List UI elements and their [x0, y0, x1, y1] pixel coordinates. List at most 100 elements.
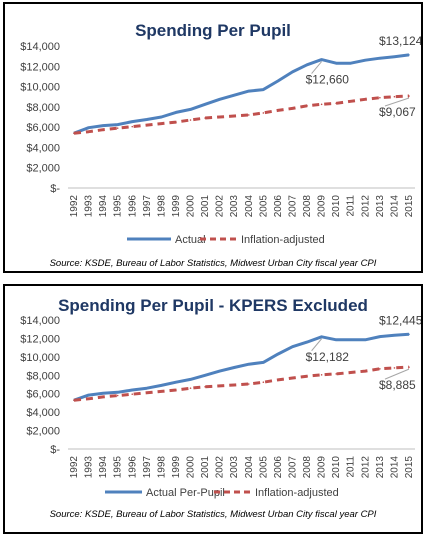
data-point: [349, 100, 352, 103]
x-tick-label: 2015: [404, 456, 415, 479]
x-tick-label: 2007: [287, 195, 298, 218]
y-tick-label: $8,000: [26, 102, 60, 114]
data-point: [131, 389, 134, 391]
data-point: [364, 339, 367, 341]
data-point: [277, 353, 279, 355]
chart-1: Spending Per Pupil $- $2,000 $4,000 $6,000 $8…: [20, 21, 421, 269]
data-label: $12,445: [379, 313, 421, 327]
x-tick-label: 2000: [186, 456, 197, 479]
data-point: [335, 373, 337, 375]
data-point: [218, 116, 221, 118]
legend-label-actual: Actual Per-Pupil: [146, 487, 225, 499]
data-point: [320, 335, 323, 338]
chart-source: Source: KSDE, Bureau of Labor Statistics…: [50, 509, 377, 520]
data-point: [102, 128, 104, 131]
data-point: [306, 63, 308, 66]
data-point: [291, 345, 294, 348]
data-point: [146, 124, 148, 126]
data-point: [146, 387, 148, 389]
data-point: [102, 392, 104, 395]
y-tick-label: $-: [50, 183, 60, 195]
chart-panel-2: Spending Per Pupil - KPERS Excluded $- $2,…: [3, 284, 423, 534]
y-tick-label: $14,000: [20, 41, 60, 53]
data-point: [160, 390, 163, 393]
data-point: [262, 381, 265, 383]
x-tick-label: 1995: [113, 456, 124, 479]
legend-label-inflation: Inflation-adjusted: [255, 487, 339, 499]
series-line-actual: [73, 53, 410, 135]
x-tick-label: 2010: [331, 456, 342, 479]
data-point: [364, 98, 367, 101]
data-point: [379, 57, 381, 59]
data-point: [393, 95, 396, 98]
x-tick-label: 2001: [200, 456, 211, 479]
chart-2: Spending Per Pupil - KPERS Excluded $- $2,…: [20, 296, 421, 520]
y-tick-label: $-: [50, 444, 60, 456]
data-point: [87, 130, 90, 133]
data-point: [189, 378, 192, 381]
data-point: [131, 120, 134, 123]
x-tick-label: 2001: [200, 195, 211, 218]
data-label: $13,124: [379, 34, 421, 48]
x-tick-label: 2007: [287, 456, 298, 479]
data-point: [102, 396, 104, 398]
data-point: [291, 107, 294, 110]
y-tick-label: $6,000: [26, 389, 60, 401]
x-tick-label: 1995: [113, 195, 124, 218]
x-tick-label: 1998: [156, 195, 167, 218]
data-point: [277, 109, 279, 112]
y-tick-label: $6,000: [26, 122, 60, 134]
data-point: [233, 115, 236, 117]
annotation-leader: [311, 338, 322, 352]
data-point: [349, 371, 352, 374]
chart-title: Spending Per Pupil - KPERS Excluded: [58, 296, 368, 315]
x-tick-label: 1993: [84, 195, 95, 218]
data-point: [262, 361, 265, 364]
annotation-leader: [311, 61, 322, 74]
x-tick-label: 2014: [389, 195, 400, 218]
data-point: [262, 88, 265, 91]
legend-label-actual: Actual: [175, 234, 206, 246]
data-point: [204, 103, 206, 106]
data-point: [87, 394, 90, 396]
data-point: [204, 374, 206, 377]
x-tick-label: 2004: [244, 456, 255, 479]
x-tick-label: 1994: [98, 195, 109, 218]
annotation-leader: [384, 368, 410, 380]
x-tick-label: 1999: [171, 195, 182, 218]
data-label: $9,067: [379, 105, 416, 119]
y-tick-label: $2,000: [26, 163, 60, 175]
data-point: [73, 132, 75, 135]
x-tick-label: 2012: [360, 195, 371, 218]
series-line-actual: [73, 332, 410, 402]
data-label: $12,182: [306, 350, 350, 364]
data-point: [189, 119, 192, 121]
x-tick-label: 2012: [360, 456, 371, 479]
data-point: [160, 384, 163, 387]
data-point: [306, 375, 308, 378]
data-point: [335, 339, 337, 341]
data-point: [393, 367, 396, 369]
x-tick-label: 2002: [215, 456, 226, 479]
data-point: [320, 58, 323, 61]
data-point: [408, 54, 410, 56]
data-point: [116, 394, 119, 397]
x-tick-label: 2000: [186, 195, 197, 218]
x-tick-label: 1998: [156, 456, 167, 479]
data-point: [204, 386, 206, 388]
data-point: [175, 111, 177, 114]
y-tick-label: $12,000: [20, 333, 60, 345]
data-point: [175, 121, 177, 123]
data-point: [87, 126, 90, 129]
data-point: [349, 62, 352, 65]
x-tick-label: 2009: [317, 195, 328, 218]
data-point: [233, 94, 236, 96]
data-point: [218, 98, 221, 101]
y-tick-label: $10,000: [20, 352, 60, 364]
data-point: [175, 381, 177, 383]
y-tick-label: $12,000: [20, 61, 60, 73]
x-tick-label: 2010: [331, 195, 342, 218]
data-point: [247, 90, 250, 92]
data-point: [277, 80, 279, 82]
data-point: [189, 387, 192, 389]
